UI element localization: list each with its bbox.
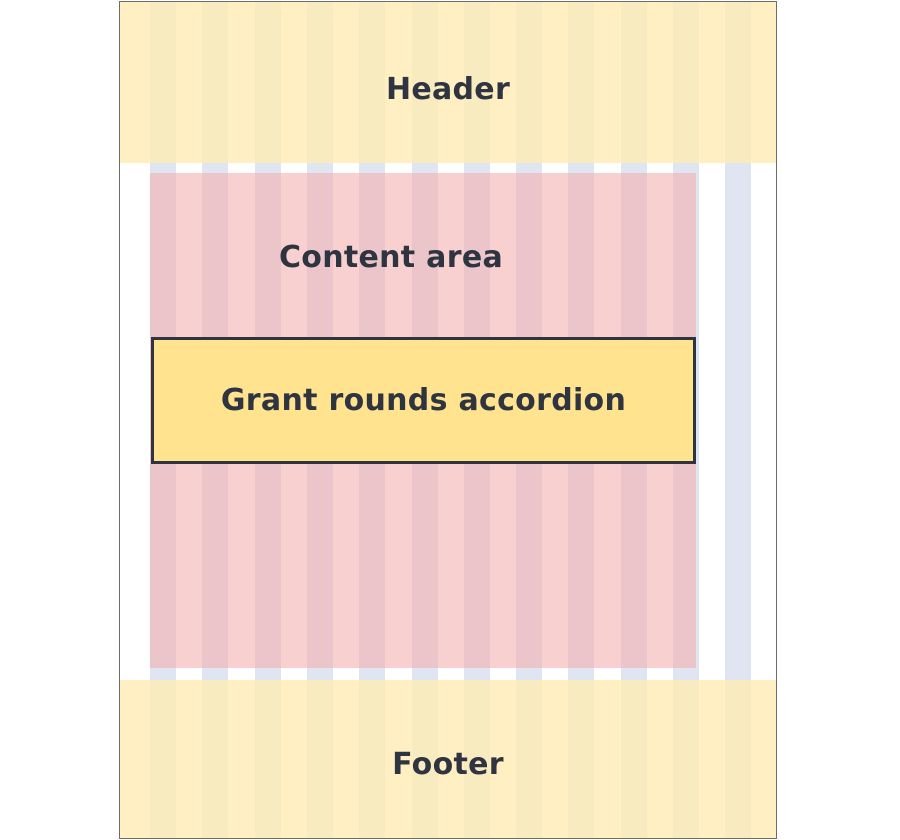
- page-frame: Header Content area Grant rounds accordi…: [119, 1, 777, 839]
- grant-rounds-accordion-label: Grant rounds accordion: [220, 383, 627, 418]
- footer-label: Footer: [392, 747, 504, 782]
- content-area-label: Content area: [278, 240, 504, 275]
- header-label: Header: [385, 72, 511, 107]
- footer-region: [120, 680, 776, 838]
- grant-rounds-accordion: Grant rounds accordion: [151, 337, 696, 464]
- header-region: [120, 2, 776, 163]
